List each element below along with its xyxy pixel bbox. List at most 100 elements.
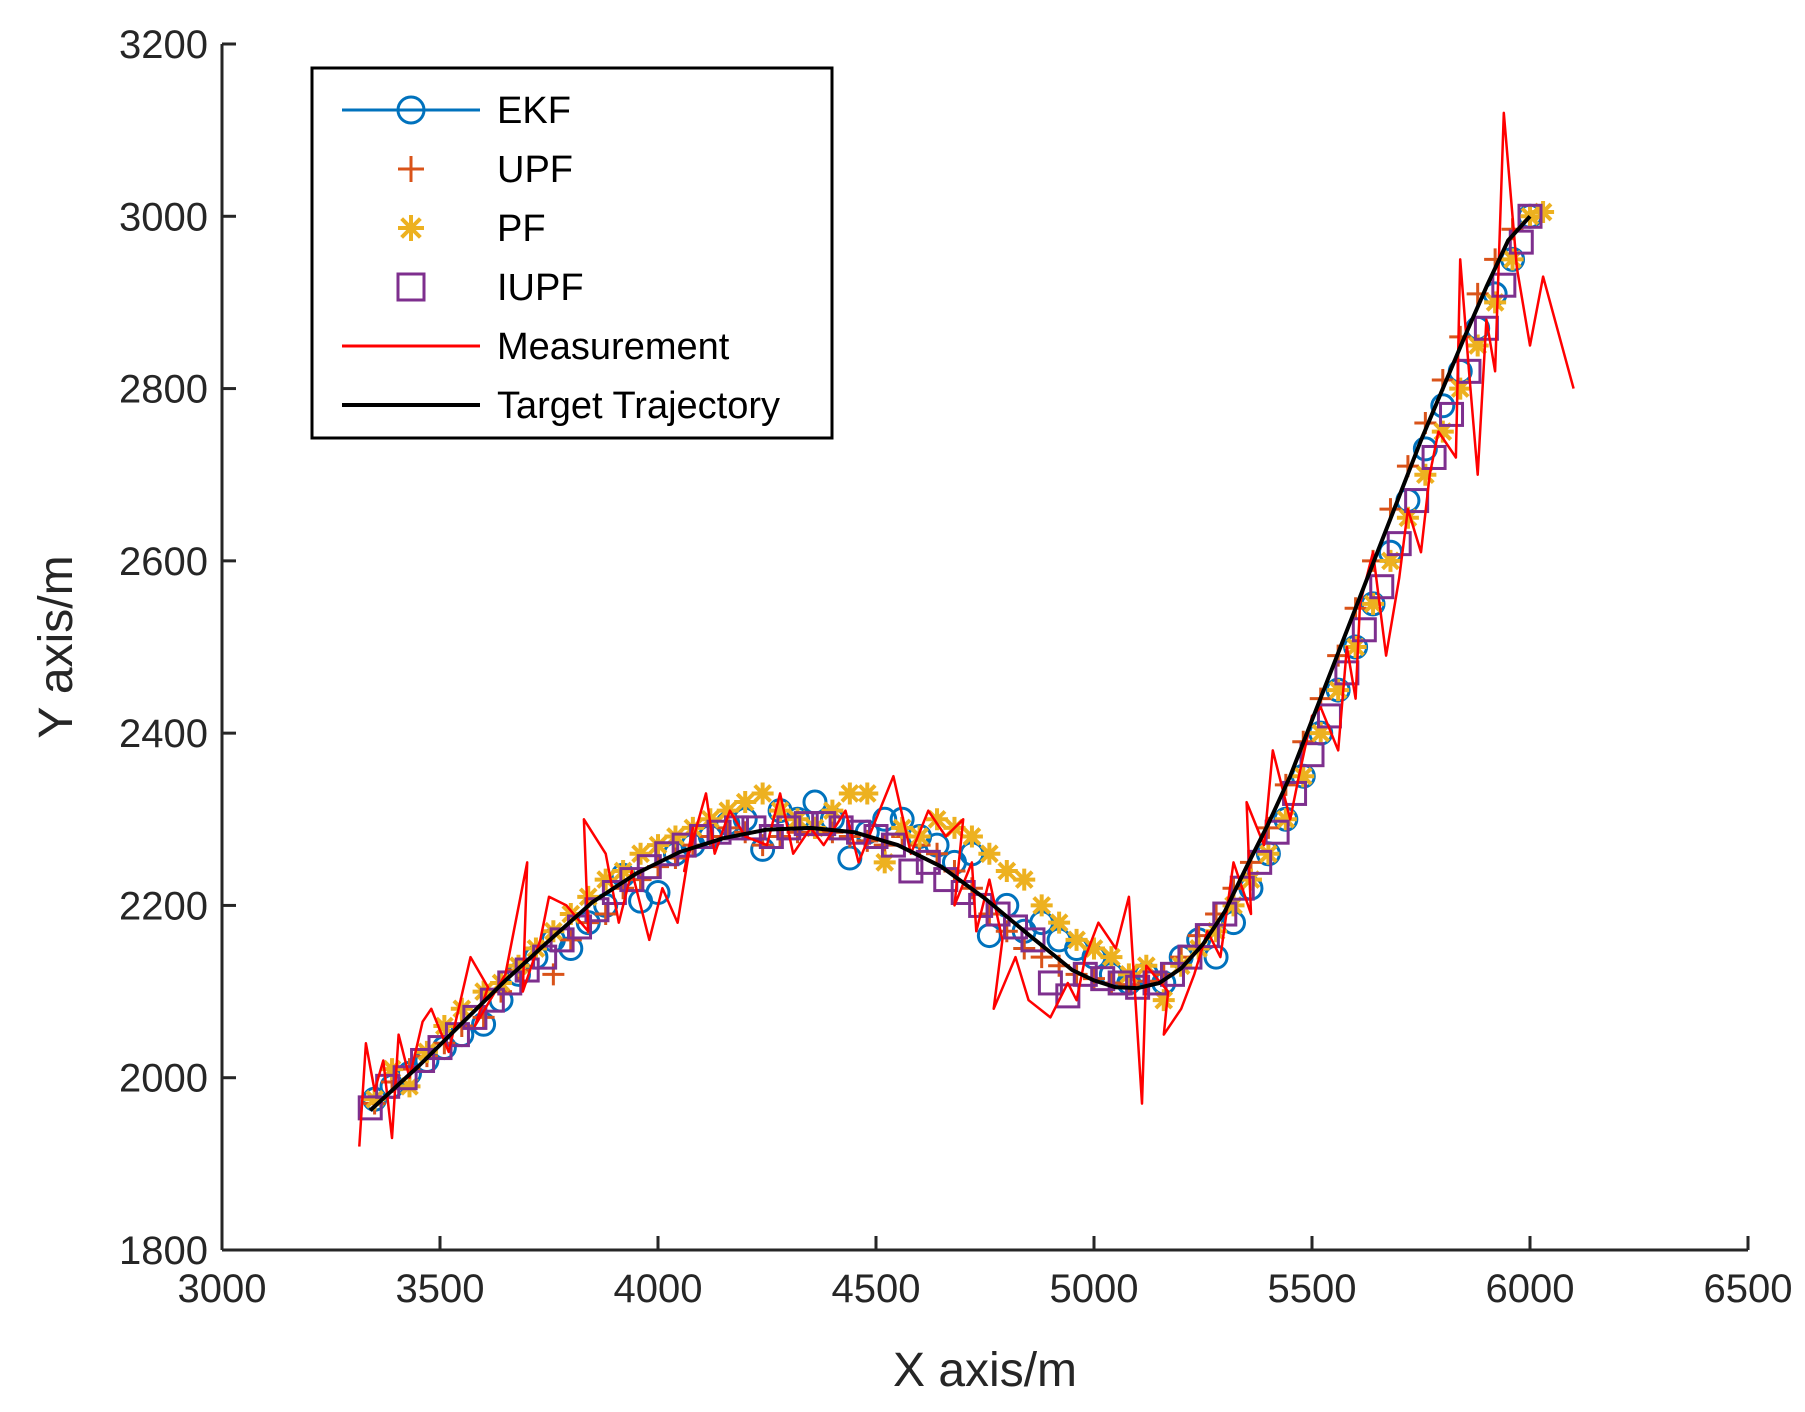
legend-entry-measurement: Measurement [342, 326, 730, 368]
legend-marker-upf [398, 156, 424, 182]
iupf-point [1142, 970, 1168, 996]
x-tick-label: 6500 [1704, 1267, 1793, 1311]
iupf-point [1491, 272, 1517, 298]
iupf-point [1439, 401, 1465, 427]
iupf-point [1508, 229, 1534, 255]
pf-point [398, 1075, 421, 1098]
pf-point [450, 997, 473, 1020]
x-tick-label: 4500 [832, 1267, 921, 1311]
pf-point [1379, 549, 1402, 572]
y-tick-label: 3000 [119, 195, 208, 239]
pf-point [995, 859, 1018, 882]
pf-point [926, 808, 949, 831]
legend-marker-pf [398, 215, 424, 241]
pf-point [1030, 894, 1053, 917]
pf-point [1013, 868, 1036, 891]
ekf-point [976, 923, 1002, 949]
legend-entry-iupf: IUPF [396, 267, 584, 309]
pf-point [1292, 765, 1315, 788]
iupf-point [636, 854, 662, 880]
upf-point [926, 842, 949, 865]
x-axis-title: X axis/m [893, 1344, 1077, 1397]
legend-entry-pf: PF [398, 208, 546, 250]
pf-point [381, 1058, 404, 1081]
legend-label-measurement: Measurement [497, 326, 730, 368]
legend-box [310, 66, 834, 440]
pf-point [891, 816, 914, 839]
pf-point [472, 980, 495, 1003]
y-tick-label: 2600 [119, 540, 208, 584]
iupf-point [1369, 574, 1395, 600]
pf-point [960, 825, 983, 848]
iupf-point [1159, 961, 1185, 987]
pf-point [507, 954, 530, 977]
pf-point [1205, 920, 1228, 943]
ekf-point [645, 880, 671, 906]
y-tick-label: 2200 [119, 884, 208, 928]
iupf-point [898, 858, 924, 884]
upf-point [1013, 937, 1036, 960]
legend-label-pf: PF [497, 208, 546, 250]
axes: 3000 3500 4000 4500 5000 5500 6000 6500 1800 2000… [119, 23, 1792, 1311]
legend-entry-ekf: EKF [342, 90, 571, 132]
pf-point [1501, 248, 1524, 271]
iupf-point [619, 867, 645, 893]
ekf-point [1430, 393, 1456, 419]
legend-label-target-trajectory: Target Trajectory [497, 385, 780, 427]
x-tick-label: 6000 [1486, 1267, 1575, 1311]
upf-point [559, 928, 582, 951]
legend-label-iupf: IUPF [497, 267, 584, 309]
pf-point [433, 1015, 456, 1038]
ekf-point [1412, 436, 1438, 462]
x-tick-label: 3500 [396, 1267, 485, 1311]
iupf-point [410, 1047, 436, 1073]
pf-point [1466, 334, 1489, 357]
pf-point [1048, 911, 1071, 934]
legend-label-ekf: EKF [497, 90, 571, 132]
y-axis-title: Y axis/m [30, 555, 83, 738]
iupf-point [1037, 970, 1063, 996]
pf-point [1065, 928, 1088, 951]
pf-point [734, 791, 757, 814]
iupf-point [1003, 914, 1029, 940]
pf-point [908, 825, 931, 848]
pf-point [1532, 200, 1555, 223]
plot-area [357, 111, 1575, 1147]
iupf-point [723, 815, 749, 841]
iupf-point [497, 970, 523, 996]
pf-point [1083, 937, 1105, 960]
pf-point [856, 782, 879, 805]
pf-point [1449, 377, 1472, 400]
iupf-point [1020, 927, 1046, 953]
iupf-point [880, 832, 906, 858]
pf-point [577, 885, 600, 908]
legend-marker-iupf [396, 272, 426, 302]
pf-point [363, 1088, 386, 1111]
pf-point [751, 782, 774, 805]
pf-point [415, 1040, 438, 1063]
pf-point [873, 851, 896, 874]
pf-point [1152, 989, 1175, 1012]
iupf-point [1299, 742, 1325, 768]
y-tick-label: 2400 [119, 712, 208, 756]
pf-point [769, 799, 792, 822]
iupf-point [915, 849, 941, 875]
pf-point [978, 842, 1001, 865]
y-tick-label: 2800 [119, 368, 208, 412]
legend-marker-ekf [396, 95, 426, 125]
pf-point [1431, 420, 1454, 443]
pf-point [542, 920, 565, 943]
iupf-point [1177, 944, 1203, 970]
pf-point [716, 799, 739, 822]
pf-point [594, 868, 617, 891]
pf-point [1239, 868, 1262, 891]
pf-point [1117, 963, 1140, 986]
x-tick-label: 5000 [1050, 1267, 1139, 1311]
pf-point [664, 825, 687, 848]
legend-entry-upf: UPF [398, 149, 573, 191]
pf-point [559, 903, 582, 926]
pf-point [1414, 463, 1437, 486]
iupf-point [1194, 923, 1220, 949]
iupf-point [392, 1065, 418, 1091]
